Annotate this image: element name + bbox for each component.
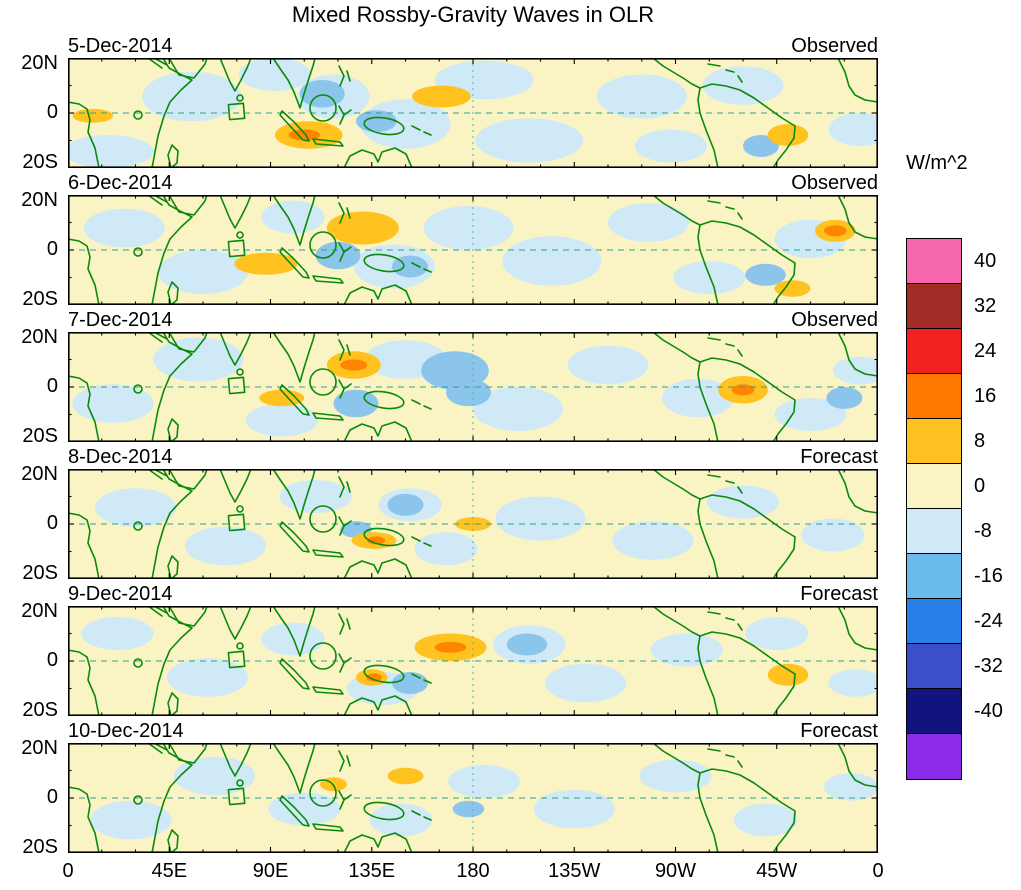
colorbar-level-label: 0	[974, 474, 986, 497]
map-panel	[68, 58, 878, 168]
panel-map-area: 20N 0 20S	[21, 463, 878, 584]
colorbar-level-label: 16	[974, 384, 997, 407]
colorbar-level-label: -32	[974, 654, 1003, 677]
anomaly-blobs	[83, 200, 856, 297]
colorbar-cell	[907, 329, 961, 374]
colorbar-cell	[907, 374, 961, 419]
colorbar-cell	[907, 689, 961, 734]
colorbar-cell	[907, 284, 961, 329]
colorbar-cell	[907, 734, 961, 779]
x-tick-label: 0	[872, 860, 884, 882]
map-panel	[68, 195, 878, 305]
y-tick-label: 0	[46, 786, 58, 808]
x-axis: 0 45E 90E 135E 180 135W 90W 45W 0	[62, 854, 883, 884]
panel-date: 6-Dec-2014	[68, 172, 173, 194]
panel-date: 7-Dec-2014	[68, 309, 173, 331]
panel-header: 6-Dec-2014 Observed	[68, 169, 878, 195]
panel-date: 9-Dec-2014	[68, 583, 173, 605]
panel: 8-Dec-2014 Forecast 20N 0 20S	[0, 443, 878, 584]
colorbar: 40 32 24 16 8 0 -8 -16 -24 -32 -40	[906, 238, 1003, 780]
panel-map-area: 20N 0 20S	[21, 600, 878, 721]
colorbar-level-label: 40	[974, 249, 997, 272]
y-tick-label: 20S	[22, 699, 58, 721]
y-tick-label: 0	[46, 375, 58, 397]
colorbar-cell	[907, 554, 961, 599]
anomaly-blobs	[81, 617, 878, 705]
y-tick-label: 20N	[21, 189, 58, 211]
panel-type-label: Observed	[791, 35, 878, 57]
y-tick-label: 20N	[21, 326, 58, 348]
colorbar-level-label: 24	[974, 339, 997, 362]
panel-map-area: 20N 0 20S	[21, 52, 878, 173]
anomaly-blobs	[72, 337, 878, 437]
y-tick-label: 0	[46, 101, 58, 123]
y-tick-label: 20S	[22, 288, 58, 310]
x-tick-label: 0	[62, 860, 74, 882]
colorbar-cell	[907, 509, 961, 554]
colorbar-level-label: -16	[974, 564, 1003, 587]
y-tick-label: 20S	[22, 562, 58, 584]
panel-header: 7-Dec-2014 Observed	[68, 306, 878, 332]
panel-map-area: 20N 0 20S	[21, 189, 878, 310]
y-tick-label: 20S	[22, 425, 58, 447]
x-tick-label: 90W	[654, 860, 697, 882]
y-tick-label: 0	[46, 238, 58, 260]
panel: 5-Dec-2014 Observed 20N 0 20S	[0, 32, 878, 173]
colorbar-level-label: -40	[974, 699, 1003, 722]
panel: 7-Dec-2014 Observed 20N 0 20S	[0, 306, 878, 447]
map-panel	[68, 332, 878, 442]
chart-title: Mixed Rossby-Gravity Waves in OLR	[291, 2, 655, 27]
panel-header: 10-Dec-2014 Forecast	[68, 717, 878, 743]
colorbar-cell	[907, 464, 961, 509]
colorbar-cells	[906, 238, 962, 780]
y-tick-label: 20S	[22, 151, 58, 173]
panel-date: 10-Dec-2014	[68, 720, 184, 742]
panel-type-label: Forecast	[800, 583, 878, 605]
panel-date: 5-Dec-2014	[68, 35, 173, 57]
map-panel	[68, 743, 878, 853]
panel-map-area: 20N 0 20S	[21, 737, 878, 858]
colorbar-level-label: -8	[974, 519, 992, 542]
x-tick-label: 45W	[756, 860, 798, 882]
panel-map-area: 20N 0 20S	[21, 326, 878, 447]
panel-type-label: Forecast	[800, 720, 878, 742]
colorbar-cell	[907, 644, 961, 689]
x-tick-label: 45E	[151, 860, 188, 882]
map-panel	[68, 469, 878, 579]
colorbar-units-label: W/m^2	[906, 152, 968, 174]
colorbar-cell	[907, 599, 961, 644]
y-tick-label: 0	[46, 649, 58, 671]
colorbar-level-label: 8	[974, 429, 986, 452]
x-tick-label: 135W	[548, 860, 601, 882]
panel-stack: 5-Dec-2014 Observed 20N 0 20S 6-Dec-2014…	[0, 32, 883, 884]
colorbar-cell	[907, 239, 961, 284]
y-tick-label: 20N	[21, 737, 58, 759]
panel: 10-Dec-2014 Forecast 20N 0 20S	[0, 717, 878, 858]
y-tick-label: 20N	[21, 463, 58, 485]
panel-type-label: Observed	[791, 309, 878, 331]
colorbar-level-label: 32	[974, 294, 997, 317]
panel-date: 8-Dec-2014	[68, 446, 173, 468]
panel: 6-Dec-2014 Observed 20N 0 20S	[0, 169, 878, 310]
y-tick-label: 0	[46, 512, 58, 534]
x-tick-label: 90E	[252, 860, 289, 882]
panel-header: 5-Dec-2014 Observed	[68, 32, 878, 58]
panel-header: 9-Dec-2014 Forecast	[68, 580, 878, 606]
x-tick-label: 180	[456, 860, 490, 882]
x-tick-label: 135E	[348, 860, 396, 882]
panel-type-label: Forecast	[800, 446, 878, 468]
colorbar-cell	[907, 419, 961, 464]
panel-header: 8-Dec-2014 Forecast	[68, 443, 878, 469]
y-tick-label: 20N	[21, 52, 58, 74]
panel-type-label: Observed	[791, 172, 878, 194]
y-tick-label: 20N	[21, 600, 58, 622]
panel: 9-Dec-2014 Forecast 20N 0 20S	[0, 580, 878, 721]
map-panel	[68, 606, 878, 716]
y-tick-label: 20S	[22, 836, 58, 858]
colorbar-level-label: -24	[974, 609, 1003, 632]
